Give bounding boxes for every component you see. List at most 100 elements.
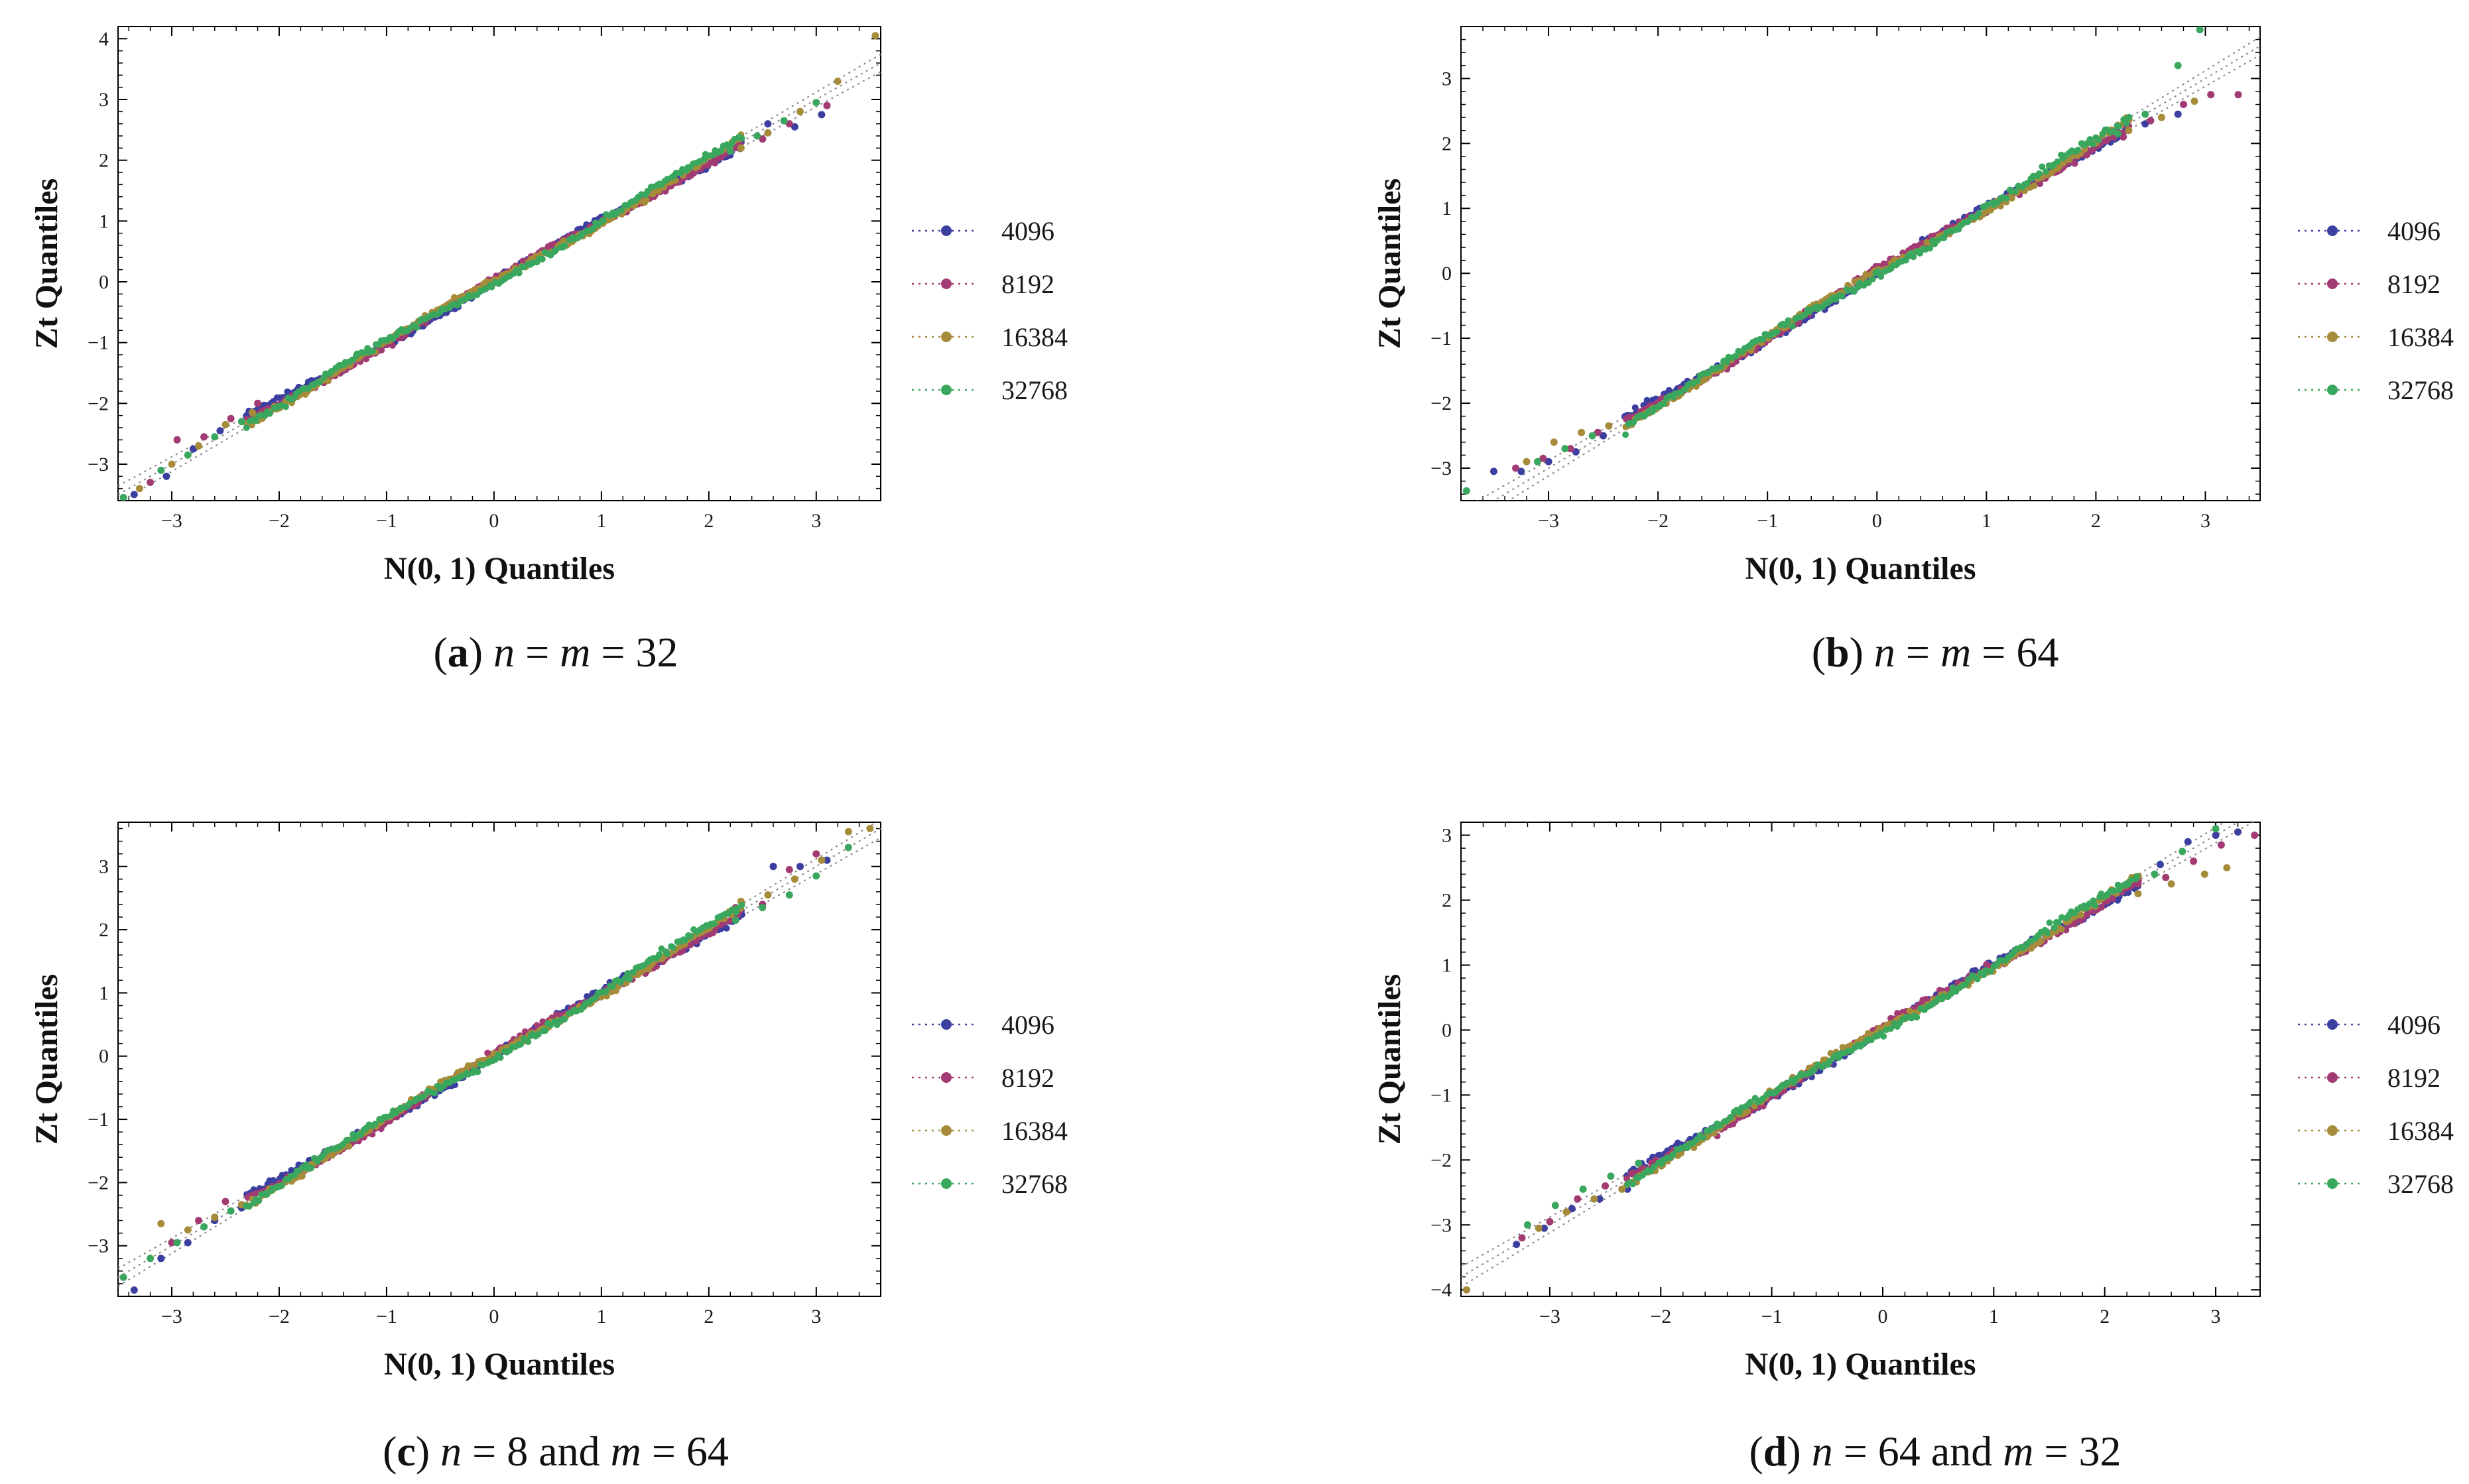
data-point (2174, 62, 2182, 70)
y-tick-label: 0 (99, 1046, 109, 1068)
data-point (2133, 873, 2141, 880)
y-tick-label: −1 (1430, 328, 1452, 349)
data-point (237, 418, 245, 426)
data-point (1541, 1224, 1548, 1232)
data-point (2078, 911, 2084, 918)
x-tick-label: 1 (596, 510, 606, 532)
series-32768 (1523, 825, 2220, 1229)
legend-swatch-marker (941, 385, 952, 395)
data-point (1759, 1095, 1766, 1103)
y-tick-label: −4 (1430, 1279, 1452, 1301)
x-tick-label: −1 (376, 510, 397, 532)
data-point (818, 856, 826, 864)
data-point (753, 132, 761, 140)
data-point (2162, 873, 2170, 881)
data-point (1600, 432, 1608, 440)
data-point (157, 1219, 165, 1227)
x-tick-label: −1 (376, 1306, 397, 1328)
data-point (538, 255, 546, 263)
data-point (515, 269, 523, 277)
data-point (726, 147, 734, 155)
data-point (2036, 170, 2043, 177)
data-point (1887, 1025, 1894, 1032)
data-point (1660, 401, 1667, 407)
legend-label: 32768 (2387, 1169, 2454, 1199)
data-point (255, 1197, 263, 1204)
data-point (1523, 458, 1531, 465)
data-point (2174, 110, 2182, 118)
x-axis-label: N(0, 1) Quantiles (384, 551, 615, 586)
data-point (1546, 1217, 1554, 1225)
data-point (769, 863, 777, 871)
data-point (812, 872, 820, 880)
data-point (686, 932, 694, 940)
x-tick-label: 0 (1877, 1306, 1887, 1328)
data-point (2196, 27, 2204, 34)
data-point (692, 938, 700, 945)
data-point (431, 1089, 438, 1097)
data-point (663, 950, 670, 958)
data-point (1880, 1032, 1887, 1040)
chart-panel-b: −3 −2 −1 0 1 2 3 −3 −2 −1 0 1 2 3 N(0, 1) Quantiles Zt … (1372, 26, 2454, 676)
data-point (1913, 1014, 1921, 1020)
legend-swatch-marker (2327, 1125, 2338, 1136)
data-point (2123, 880, 2131, 888)
series-8192 (168, 850, 820, 1247)
legend-item: 32768 (2298, 375, 2454, 405)
data-point (2134, 890, 2142, 898)
data-point (2157, 113, 2165, 121)
data-point (363, 355, 370, 363)
x-tick-label: 3 (2211, 1306, 2221, 1328)
legend-item: 16384 (2298, 1116, 2454, 1146)
legend-item: 8192 (912, 1063, 1054, 1093)
legend-label: 8192 (2387, 269, 2440, 299)
data-point (709, 152, 716, 159)
data-point (1850, 288, 1858, 295)
y-tick-label: −2 (88, 1172, 109, 1194)
data-point (764, 120, 772, 128)
data-point (823, 101, 831, 109)
data-point (2147, 117, 2155, 125)
y-tick-label: 3 (1442, 68, 1452, 90)
y-tick-label: 0 (99, 271, 109, 293)
data-point (2251, 832, 2259, 839)
panel-caption: (c) n = 8 and m = 64 (383, 1428, 729, 1475)
x-axis-label: N(0, 1) Quantiles (384, 1347, 615, 1382)
legend-swatch-marker (941, 225, 952, 236)
data-point (2110, 895, 2116, 902)
legend-swatch-marker (941, 332, 952, 342)
y-axis-label: Zt Quantiles (1372, 178, 1407, 349)
data-point (195, 442, 202, 450)
data-point (184, 1226, 192, 1234)
chart-panel-a: −3 −2 −1 0 1 2 3 −3 −2 −1 0 1 2 3 4 N(0, 1) Quantiles Zt… (29, 26, 1068, 676)
data-point (738, 135, 745, 142)
data-point (525, 1038, 532, 1045)
data-point (1607, 1172, 1615, 1180)
data-point (173, 1239, 181, 1247)
data-point (2184, 837, 2192, 845)
y-tick-label: −2 (1430, 1149, 1452, 1171)
data-point (1783, 1080, 1791, 1087)
data-point (2141, 120, 2149, 128)
data-point (184, 451, 192, 459)
data-point (266, 410, 273, 417)
data-point (2234, 91, 2242, 99)
y-tick-label: −2 (88, 393, 109, 414)
data-point (2120, 133, 2127, 141)
data-point (2223, 864, 2231, 872)
legend-item: 16384 (2298, 322, 2454, 352)
data-point (2023, 180, 2031, 187)
data-point (2141, 110, 2149, 118)
data-point (168, 1239, 176, 1247)
data-point (1877, 273, 1885, 280)
y-tick-label: 3 (99, 89, 109, 111)
data-point (764, 129, 772, 137)
legend-swatch-marker (941, 1125, 952, 1136)
data-point (687, 942, 694, 949)
y-tick-label: 4 (99, 28, 109, 50)
data-point (834, 78, 842, 85)
data-point (561, 1015, 568, 1022)
x-tick-label: 0 (489, 510, 499, 532)
legend-label: 32768 (1001, 1169, 1068, 1199)
data-point (345, 1137, 352, 1144)
